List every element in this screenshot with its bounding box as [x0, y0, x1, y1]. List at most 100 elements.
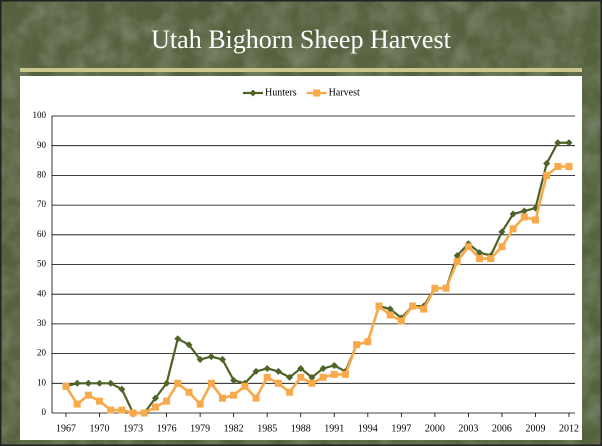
data-point	[487, 255, 495, 263]
data-point	[554, 162, 562, 170]
data-point	[252, 367, 260, 375]
data-point	[330, 361, 338, 369]
data-point	[151, 403, 159, 411]
legend-marker	[249, 89, 257, 97]
data-point	[84, 379, 92, 387]
data-point	[509, 225, 517, 233]
data-point	[174, 379, 182, 387]
y-tick-label: 30	[37, 318, 47, 328]
data-point	[386, 305, 394, 313]
x-tick-label: 1967	[56, 423, 76, 434]
x-tick-label: 2006	[492, 423, 512, 434]
data-point	[207, 379, 215, 387]
data-point	[73, 400, 81, 408]
x-tick-label: 1979	[190, 423, 210, 434]
data-point	[218, 356, 226, 364]
data-point	[252, 394, 260, 402]
data-point	[464, 243, 472, 251]
data-point	[453, 258, 461, 266]
data-point	[241, 382, 249, 390]
y-tick-label: 90	[37, 140, 47, 150]
legend-label: Harvest	[329, 87, 360, 98]
data-point	[196, 400, 204, 408]
x-tick-label: 2003	[458, 423, 478, 434]
legend-label: Hunters	[265, 87, 297, 98]
data-point	[185, 341, 193, 349]
x-tick-label: 1970	[90, 423, 110, 434]
x-tick-label: 1973	[123, 423, 143, 434]
data-point	[118, 406, 126, 414]
data-point	[420, 305, 428, 313]
data-point	[297, 364, 305, 372]
y-tick-label: 80	[37, 169, 47, 179]
y-tick-label: 60	[37, 229, 47, 239]
x-tick-label: 1988	[291, 423, 311, 434]
plot-panel	[20, 76, 582, 440]
data-point	[218, 394, 226, 402]
data-point	[185, 388, 193, 396]
data-point	[476, 249, 484, 257]
series-line	[64, 165, 569, 415]
data-point	[397, 317, 405, 325]
legend-marker	[313, 89, 321, 97]
data-point	[107, 379, 115, 387]
data-point	[84, 391, 92, 399]
x-tick-label: 2012	[559, 423, 579, 434]
data-point	[308, 379, 316, 387]
data-point	[286, 388, 294, 396]
data-point	[230, 376, 238, 384]
data-point	[498, 243, 506, 251]
x-tick-label: 1982	[224, 423, 244, 434]
data-point	[196, 356, 204, 364]
x-tick-label: 2000	[425, 423, 445, 434]
data-point	[286, 373, 294, 381]
data-point	[498, 228, 506, 236]
y-tick-label: 20	[37, 348, 47, 358]
data-point	[151, 394, 159, 402]
data-point	[230, 391, 238, 399]
data-point	[96, 397, 104, 405]
data-point	[163, 379, 171, 387]
data-point	[274, 379, 282, 387]
data-point	[163, 397, 171, 405]
data-point	[140, 409, 148, 417]
data-point	[96, 379, 104, 387]
y-tick-label: 40	[37, 288, 47, 298]
data-point	[297, 373, 305, 381]
data-point	[520, 213, 528, 221]
y-tick-label: 10	[37, 377, 47, 387]
data-point	[386, 311, 394, 319]
data-point	[375, 302, 383, 310]
data-point	[118, 385, 126, 393]
data-point	[341, 370, 349, 378]
data-point	[129, 409, 137, 417]
data-point	[554, 139, 562, 147]
data-point	[409, 302, 417, 310]
x-tick-label: 1985	[257, 423, 277, 434]
data-point	[431, 284, 439, 292]
data-point	[476, 255, 484, 263]
data-point	[73, 379, 81, 387]
data-point	[330, 370, 338, 378]
data-point	[543, 160, 551, 168]
data-point	[319, 373, 327, 381]
data-point	[207, 353, 215, 361]
x-tick-label: 2009	[525, 423, 545, 434]
data-point	[543, 171, 551, 179]
data-point	[509, 210, 517, 218]
title-rule	[20, 68, 582, 72]
series-line	[65, 141, 569, 415]
y-tick-label: 0	[42, 407, 47, 417]
y-tick-label: 50	[37, 259, 47, 269]
x-tick-label: 1994	[358, 423, 378, 434]
data-point	[353, 341, 361, 349]
data-point	[520, 207, 528, 215]
data-point	[565, 162, 573, 170]
x-tick-label: 1991	[324, 423, 344, 434]
data-point	[274, 367, 282, 375]
data-point	[174, 335, 182, 343]
data-point	[531, 216, 539, 224]
y-tick-label: 70	[37, 199, 47, 209]
data-point	[263, 364, 271, 372]
